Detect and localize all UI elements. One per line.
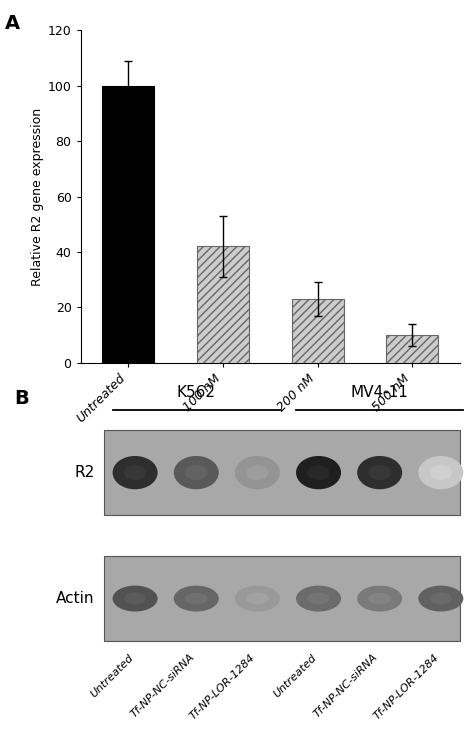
Bar — [197, 246, 249, 363]
Text: R2: R2 — [74, 465, 95, 480]
Y-axis label: Relative R2 gene expression: Relative R2 gene expression — [30, 107, 44, 286]
Ellipse shape — [173, 586, 219, 612]
Ellipse shape — [418, 456, 463, 489]
Ellipse shape — [173, 456, 219, 489]
Ellipse shape — [357, 456, 402, 489]
Ellipse shape — [113, 456, 157, 489]
Bar — [386, 335, 438, 363]
Ellipse shape — [246, 593, 269, 604]
Ellipse shape — [124, 593, 146, 604]
Ellipse shape — [296, 456, 341, 489]
Ellipse shape — [368, 593, 391, 604]
Text: Tf-NP-LOR-1284: Tf-NP-LOR-1284 — [372, 652, 441, 721]
Ellipse shape — [307, 593, 330, 604]
Bar — [102, 85, 154, 363]
Ellipse shape — [185, 593, 208, 604]
Ellipse shape — [185, 465, 208, 480]
Ellipse shape — [296, 586, 341, 612]
Ellipse shape — [368, 465, 391, 480]
Bar — [292, 299, 344, 363]
Ellipse shape — [246, 465, 269, 480]
Text: K562: K562 — [177, 386, 216, 401]
FancyBboxPatch shape — [104, 556, 460, 641]
FancyBboxPatch shape — [104, 430, 460, 516]
Ellipse shape — [429, 593, 452, 604]
Text: Tf-NP-NC-siRNA: Tf-NP-NC-siRNA — [312, 652, 380, 720]
Text: Untreated: Untreated — [88, 652, 135, 699]
Text: B: B — [14, 389, 29, 408]
Text: Untreated: Untreated — [272, 652, 319, 699]
Ellipse shape — [357, 586, 402, 612]
Ellipse shape — [418, 586, 463, 612]
Text: MV4-11: MV4-11 — [351, 386, 409, 401]
Ellipse shape — [429, 465, 452, 480]
Text: Tf-NP-LOR-1284: Tf-NP-LOR-1284 — [188, 652, 257, 721]
Ellipse shape — [113, 586, 157, 612]
Ellipse shape — [307, 465, 330, 480]
Text: Tf-NP-NC-siRNA: Tf-NP-NC-siRNA — [128, 652, 196, 720]
Ellipse shape — [235, 586, 280, 612]
Text: A: A — [5, 14, 20, 33]
Ellipse shape — [235, 456, 280, 489]
Ellipse shape — [124, 465, 146, 480]
Text: Actin: Actin — [56, 591, 95, 606]
